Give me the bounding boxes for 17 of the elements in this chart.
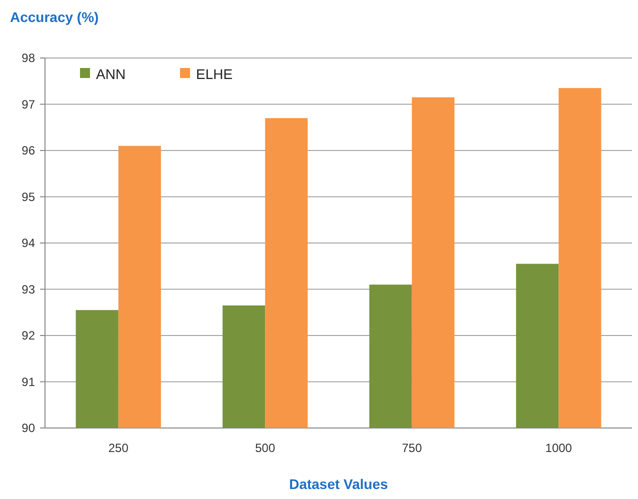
y-tick-label: 96 [22, 144, 36, 158]
y-tick-label: 93 [22, 282, 36, 296]
x-tick-label: 250 [108, 441, 129, 455]
legend-label: ELHE [196, 66, 233, 82]
x-axis-title: Dataset Values [289, 476, 388, 492]
y-tick-label: 98 [22, 51, 36, 66]
y-tick-label: 95 [22, 190, 36, 204]
x-tick-label: 500 [255, 441, 276, 455]
chart-title: Accuracy (%) [10, 9, 99, 25]
y-tick-label: 94 [22, 236, 36, 250]
y-tick-label: 90 [22, 421, 36, 436]
x-tick-label: 1000 [545, 441, 572, 455]
y-tick-label: 92 [22, 328, 36, 343]
y-tick-label: 91 [22, 374, 36, 389]
y-tick-label: 97 [22, 97, 36, 112]
legend-label: ANN [96, 66, 126, 82]
x-tick-label: 750 [402, 441, 422, 455]
